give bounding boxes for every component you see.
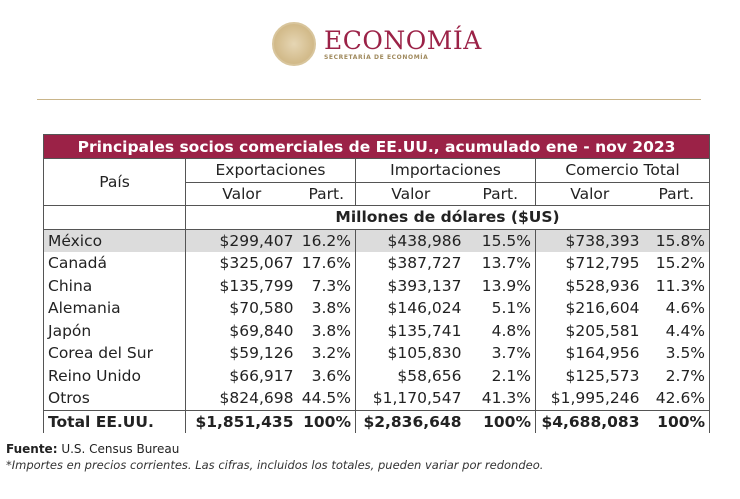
value-cell: $1,851,435: [185, 409, 298, 433]
sub-header: Valor: [535, 181, 644, 206]
share-cell: 5.1%: [465, 297, 536, 320]
share-cell: 2.7%: [643, 364, 711, 387]
value-cell: $712,795: [535, 252, 644, 275]
share-cell: 13.7%: [465, 252, 536, 275]
country: Japón: [43, 319, 186, 342]
share-cell: 15.8%: [643, 229, 711, 252]
value-cell: $4,688,083: [535, 409, 644, 433]
value-cell: $299,407: [185, 229, 298, 252]
share-cell: 17.6%: [297, 252, 356, 275]
divider: [37, 99, 701, 100]
value-cell: $325,067: [185, 252, 298, 275]
country: Alemania: [43, 297, 186, 320]
trade-partners-table: Principales socios comerciales de EE.UU.…: [42, 134, 711, 433]
value-cell: $393,137: [355, 274, 466, 297]
group-header: Importaciones: [355, 158, 536, 183]
table-row: Corea del Sur $59,126 3.2% $105,830 3.7% $164…: [43, 342, 711, 365]
share-cell: 42.6%: [643, 387, 711, 410]
country: China: [43, 274, 186, 297]
value-cell: $2,836,648: [355, 409, 466, 433]
value-cell: $1,995,246: [535, 387, 644, 410]
source: Fuente: U.S. Census Bureau: [6, 442, 179, 456]
share-cell: 16.2%: [297, 229, 356, 252]
share-cell: 3.2%: [297, 342, 356, 365]
footnote: *Importes en precios corrientes. Las cif…: [6, 458, 544, 472]
group-header: Comercio Total: [534, 158, 711, 183]
units-label: Millones de dólares ($US): [184, 205, 711, 230]
value-cell: $135,799: [185, 274, 298, 297]
brand-name: ECONOMÍA: [324, 25, 482, 55]
value-cell: $164,956: [535, 342, 644, 365]
share-cell: 4.6%: [643, 297, 711, 320]
national-seal-icon: [272, 22, 316, 66]
table-row: México $299,407 16.2% $438,986 15.5% $738,393…: [43, 229, 711, 252]
table-title: Principales socios comerciales de EE.UU.…: [42, 134, 711, 159]
table-row: Alemania $70,580 3.8% $146,024 5.1% $216,604 4…: [43, 297, 711, 320]
value-cell: $69,840: [185, 319, 298, 342]
share-cell: 100%: [465, 409, 536, 433]
total-row: Total EE.UU. $1,851,435 100% $2,836,648 100%…: [43, 409, 711, 433]
share-cell: 4.8%: [465, 319, 536, 342]
group-header: Exportaciones: [185, 158, 356, 183]
country: México: [43, 229, 186, 252]
sub-header: Valor: [185, 181, 298, 206]
sub-header: Part.: [643, 181, 711, 206]
country: Corea del Sur: [43, 342, 186, 365]
value-cell: $1,170,547: [355, 387, 466, 410]
table-row: China $135,799 7.3% $393,137 13.9% $528,936 11…: [43, 274, 711, 297]
share-cell: 11.3%: [643, 274, 711, 297]
share-cell: 13.9%: [465, 274, 536, 297]
value-cell: $438,986: [355, 229, 466, 252]
country-header: País: [43, 158, 186, 206]
country: Otros: [43, 387, 186, 410]
share-cell: 3.8%: [297, 297, 356, 320]
share-cell: 41.3%: [465, 387, 536, 410]
economia-logo: ECONOMÍA SECRETARÍA DE ECONOMÍA: [272, 22, 482, 66]
value-cell: $135,741: [355, 319, 466, 342]
sub-header: Valor: [355, 181, 466, 206]
share-cell: 100%: [297, 409, 356, 433]
share-cell: 3.5%: [643, 342, 711, 365]
share-cell: 3.7%: [465, 342, 536, 365]
value-cell: $105,830: [355, 342, 466, 365]
value-cell: $216,604: [535, 297, 644, 320]
share-cell: 7.3%: [297, 274, 356, 297]
value-cell: $59,126: [185, 342, 298, 365]
country: Canadá: [43, 252, 186, 275]
value-cell: $58,656: [355, 364, 466, 387]
table-row: Japón $69,840 3.8% $135,741 4.8% $205,581 4.4%: [43, 319, 711, 342]
table-row: Canadá $325,067 17.6% $387,727 13.7% $712,795…: [43, 252, 711, 275]
value-cell: $125,573: [535, 364, 644, 387]
value-cell: $387,727: [355, 252, 466, 275]
sub-header: Part.: [465, 181, 536, 206]
share-cell: 15.5%: [465, 229, 536, 252]
value-cell: $205,581: [535, 319, 644, 342]
table-row: Reino Unido $66,917 3.6% $58,656 2.1% $125,57…: [43, 364, 711, 387]
brand-subtitle: SECRETARÍA DE ECONOMÍA: [324, 53, 429, 61]
value-cell: $70,580: [185, 297, 298, 320]
share-cell: 4.4%: [643, 319, 711, 342]
share-cell: 3.8%: [297, 319, 356, 342]
value-cell: $824,698: [185, 387, 298, 410]
value-cell: $528,936: [535, 274, 644, 297]
country: Total EE.UU.: [43, 409, 186, 433]
value-cell: $146,024: [355, 297, 466, 320]
share-cell: 44.5%: [297, 387, 356, 410]
value-cell: $738,393: [535, 229, 644, 252]
share-cell: 3.6%: [297, 364, 356, 387]
source-label: Fuente:: [6, 442, 58, 456]
share-cell: 100%: [643, 409, 711, 433]
country: Reino Unido: [43, 364, 186, 387]
value-cell: $66,917: [185, 364, 298, 387]
sub-header: Part.: [297, 181, 356, 206]
share-cell: 15.2%: [643, 252, 711, 275]
source-text: U.S. Census Bureau: [61, 442, 180, 456]
share-cell: 2.1%: [465, 364, 536, 387]
table-row: Otros $824,698 44.5% $1,170,547 41.3% $1,995,…: [43, 387, 711, 410]
